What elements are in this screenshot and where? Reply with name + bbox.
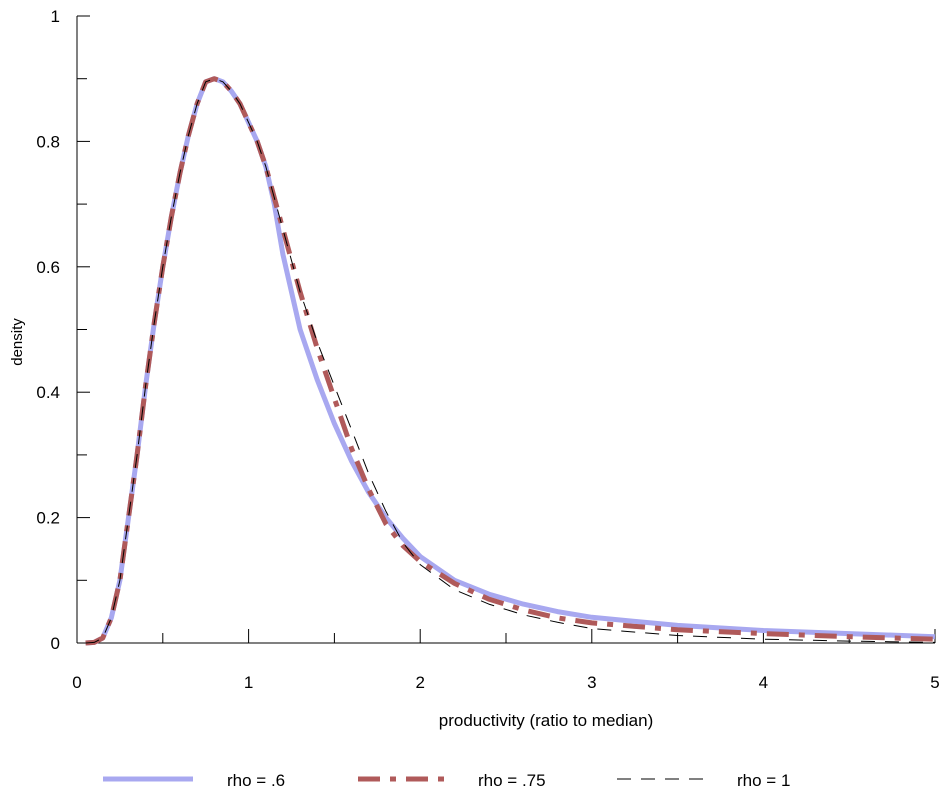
x-tick-label: 4	[759, 673, 768, 692]
series-line-1	[85, 76, 936, 646]
x-tick-label: 5	[930, 673, 939, 692]
y-tick-label: 0.4	[36, 383, 60, 402]
y-tick-label: 0.8	[36, 132, 60, 151]
series-line-0	[85, 76, 936, 646]
y-tick-label: 0	[51, 634, 60, 653]
series-line-2	[85, 78, 936, 644]
series-layer	[85, 76, 936, 646]
axes-layer: 0 1 2 3 4 5 0 0.2 0.4 0.6 0.8 1	[36, 7, 939, 692]
y-axis-title: density	[9, 318, 26, 366]
x-axis-title: productivity (ratio to median)	[439, 711, 653, 730]
x-tick-label: 1	[244, 673, 253, 692]
y-tick-label: 0.6	[36, 258, 60, 277]
x-tick-label: 3	[587, 673, 596, 692]
legend-label-0: rho = .6	[227, 771, 285, 790]
y-tick-label: 0.2	[36, 509, 60, 528]
x-tick-label: 0	[72, 673, 81, 692]
legend-label-1: rho = .75	[478, 771, 546, 790]
legend-label-2: rho = 1	[737, 771, 790, 790]
legend: rho = .6 rho = .75 rho = 1	[103, 771, 790, 790]
y-tick-label: 1	[51, 7, 60, 26]
x-tick-label: 2	[415, 673, 424, 692]
